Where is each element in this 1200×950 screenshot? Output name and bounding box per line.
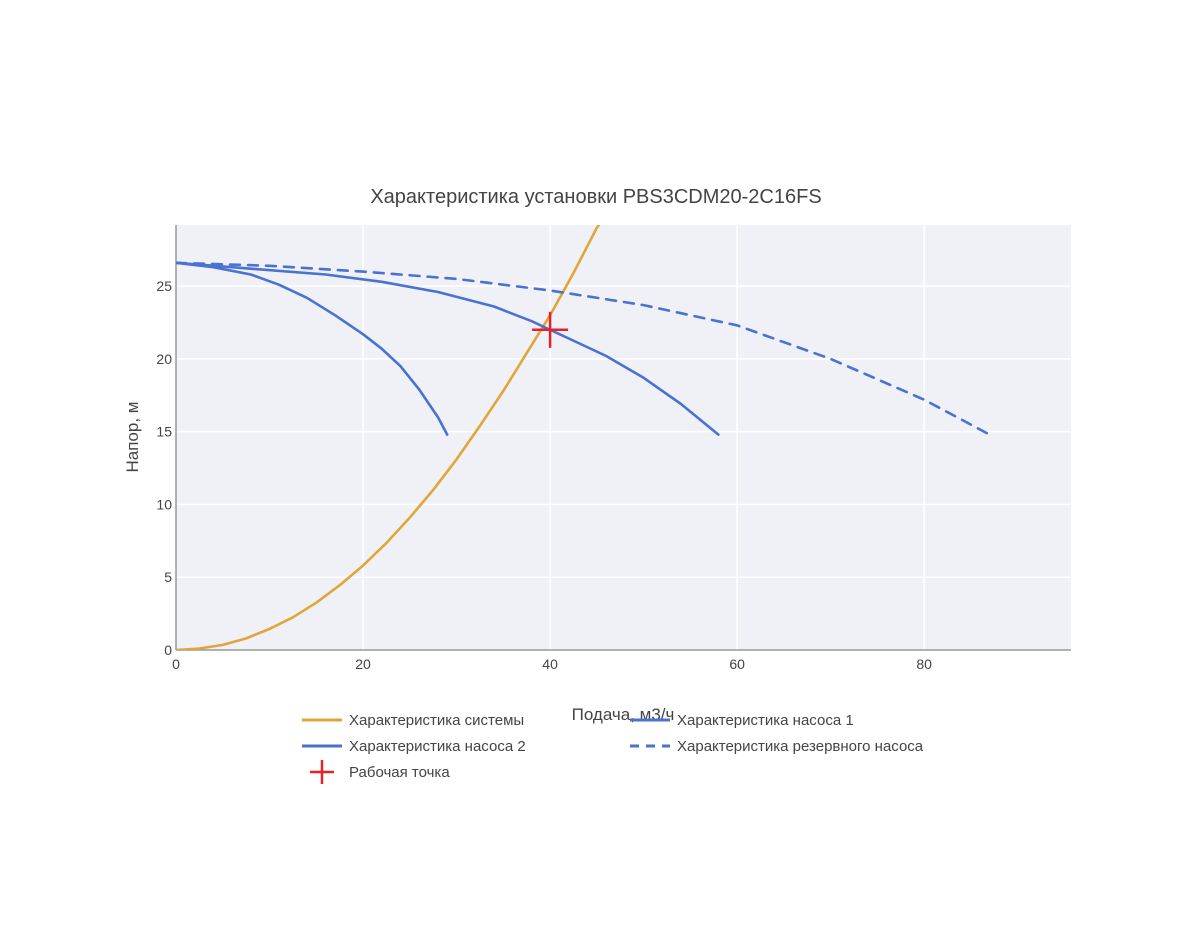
legend-item-pump-2[interactable]: Характеристика насоса 2 <box>302 738 526 755</box>
series-system-curve <box>176 225 601 650</box>
legend-label-system: Характеристика системы <box>349 712 524 729</box>
y-tick-label-5: 25 <box>156 278 172 294</box>
y-tick-label-2: 10 <box>156 496 172 512</box>
legend-item-system[interactable]: Характеристика системы <box>302 712 524 729</box>
y-tick-label-1: 5 <box>164 569 172 585</box>
x-tick-label-4: 80 <box>916 656 932 672</box>
series-layer <box>176 225 991 650</box>
legend-item-reserve-pump[interactable]: Характеристика резервного насоса <box>630 738 924 755</box>
series-reserve-pump-curve <box>176 261 991 436</box>
legend: Характеристика системы Характеристика на… <box>302 712 924 784</box>
y-tick-label-3: 15 <box>156 424 172 440</box>
legend-label-pump-2: Характеристика насоса 2 <box>349 738 526 755</box>
series-pump-1-curve <box>176 261 449 436</box>
chart-title: Характеристика установки PBS3CDM20-2C16F… <box>370 186 821 208</box>
plot-background <box>176 225 1071 650</box>
x-tick-label-3: 60 <box>729 656 745 672</box>
legend-item-pump-1[interactable]: Характеристика насоса 1 <box>630 712 854 729</box>
x-tick-labels: 0 20 40 60 80 <box>172 656 932 672</box>
y-tick-label-0: 0 <box>164 642 172 658</box>
x-tick-label-2: 40 <box>542 656 558 672</box>
grid-horizontal <box>176 285 1071 578</box>
series-pump-2-curve <box>176 261 720 436</box>
x-tick-label-1: 20 <box>355 656 371 672</box>
grid-vertical <box>362 225 925 650</box>
y-tick-label-4: 20 <box>156 351 172 367</box>
y-axis-title: Напор, м <box>123 402 142 473</box>
legend-label-pump-1: Характеристика насоса 1 <box>677 712 854 729</box>
legend-label-operating-point: Рабочая точка <box>349 764 450 781</box>
operating-point-layer <box>532 311 569 348</box>
x-tick-label-0: 0 <box>172 656 180 672</box>
legend-item-operating-point[interactable]: Рабочая точка <box>310 760 450 784</box>
y-tick-labels: 0 5 10 15 20 25 <box>156 278 172 658</box>
legend-label-reserve-pump: Характеристика резервного насоса <box>677 738 924 755</box>
